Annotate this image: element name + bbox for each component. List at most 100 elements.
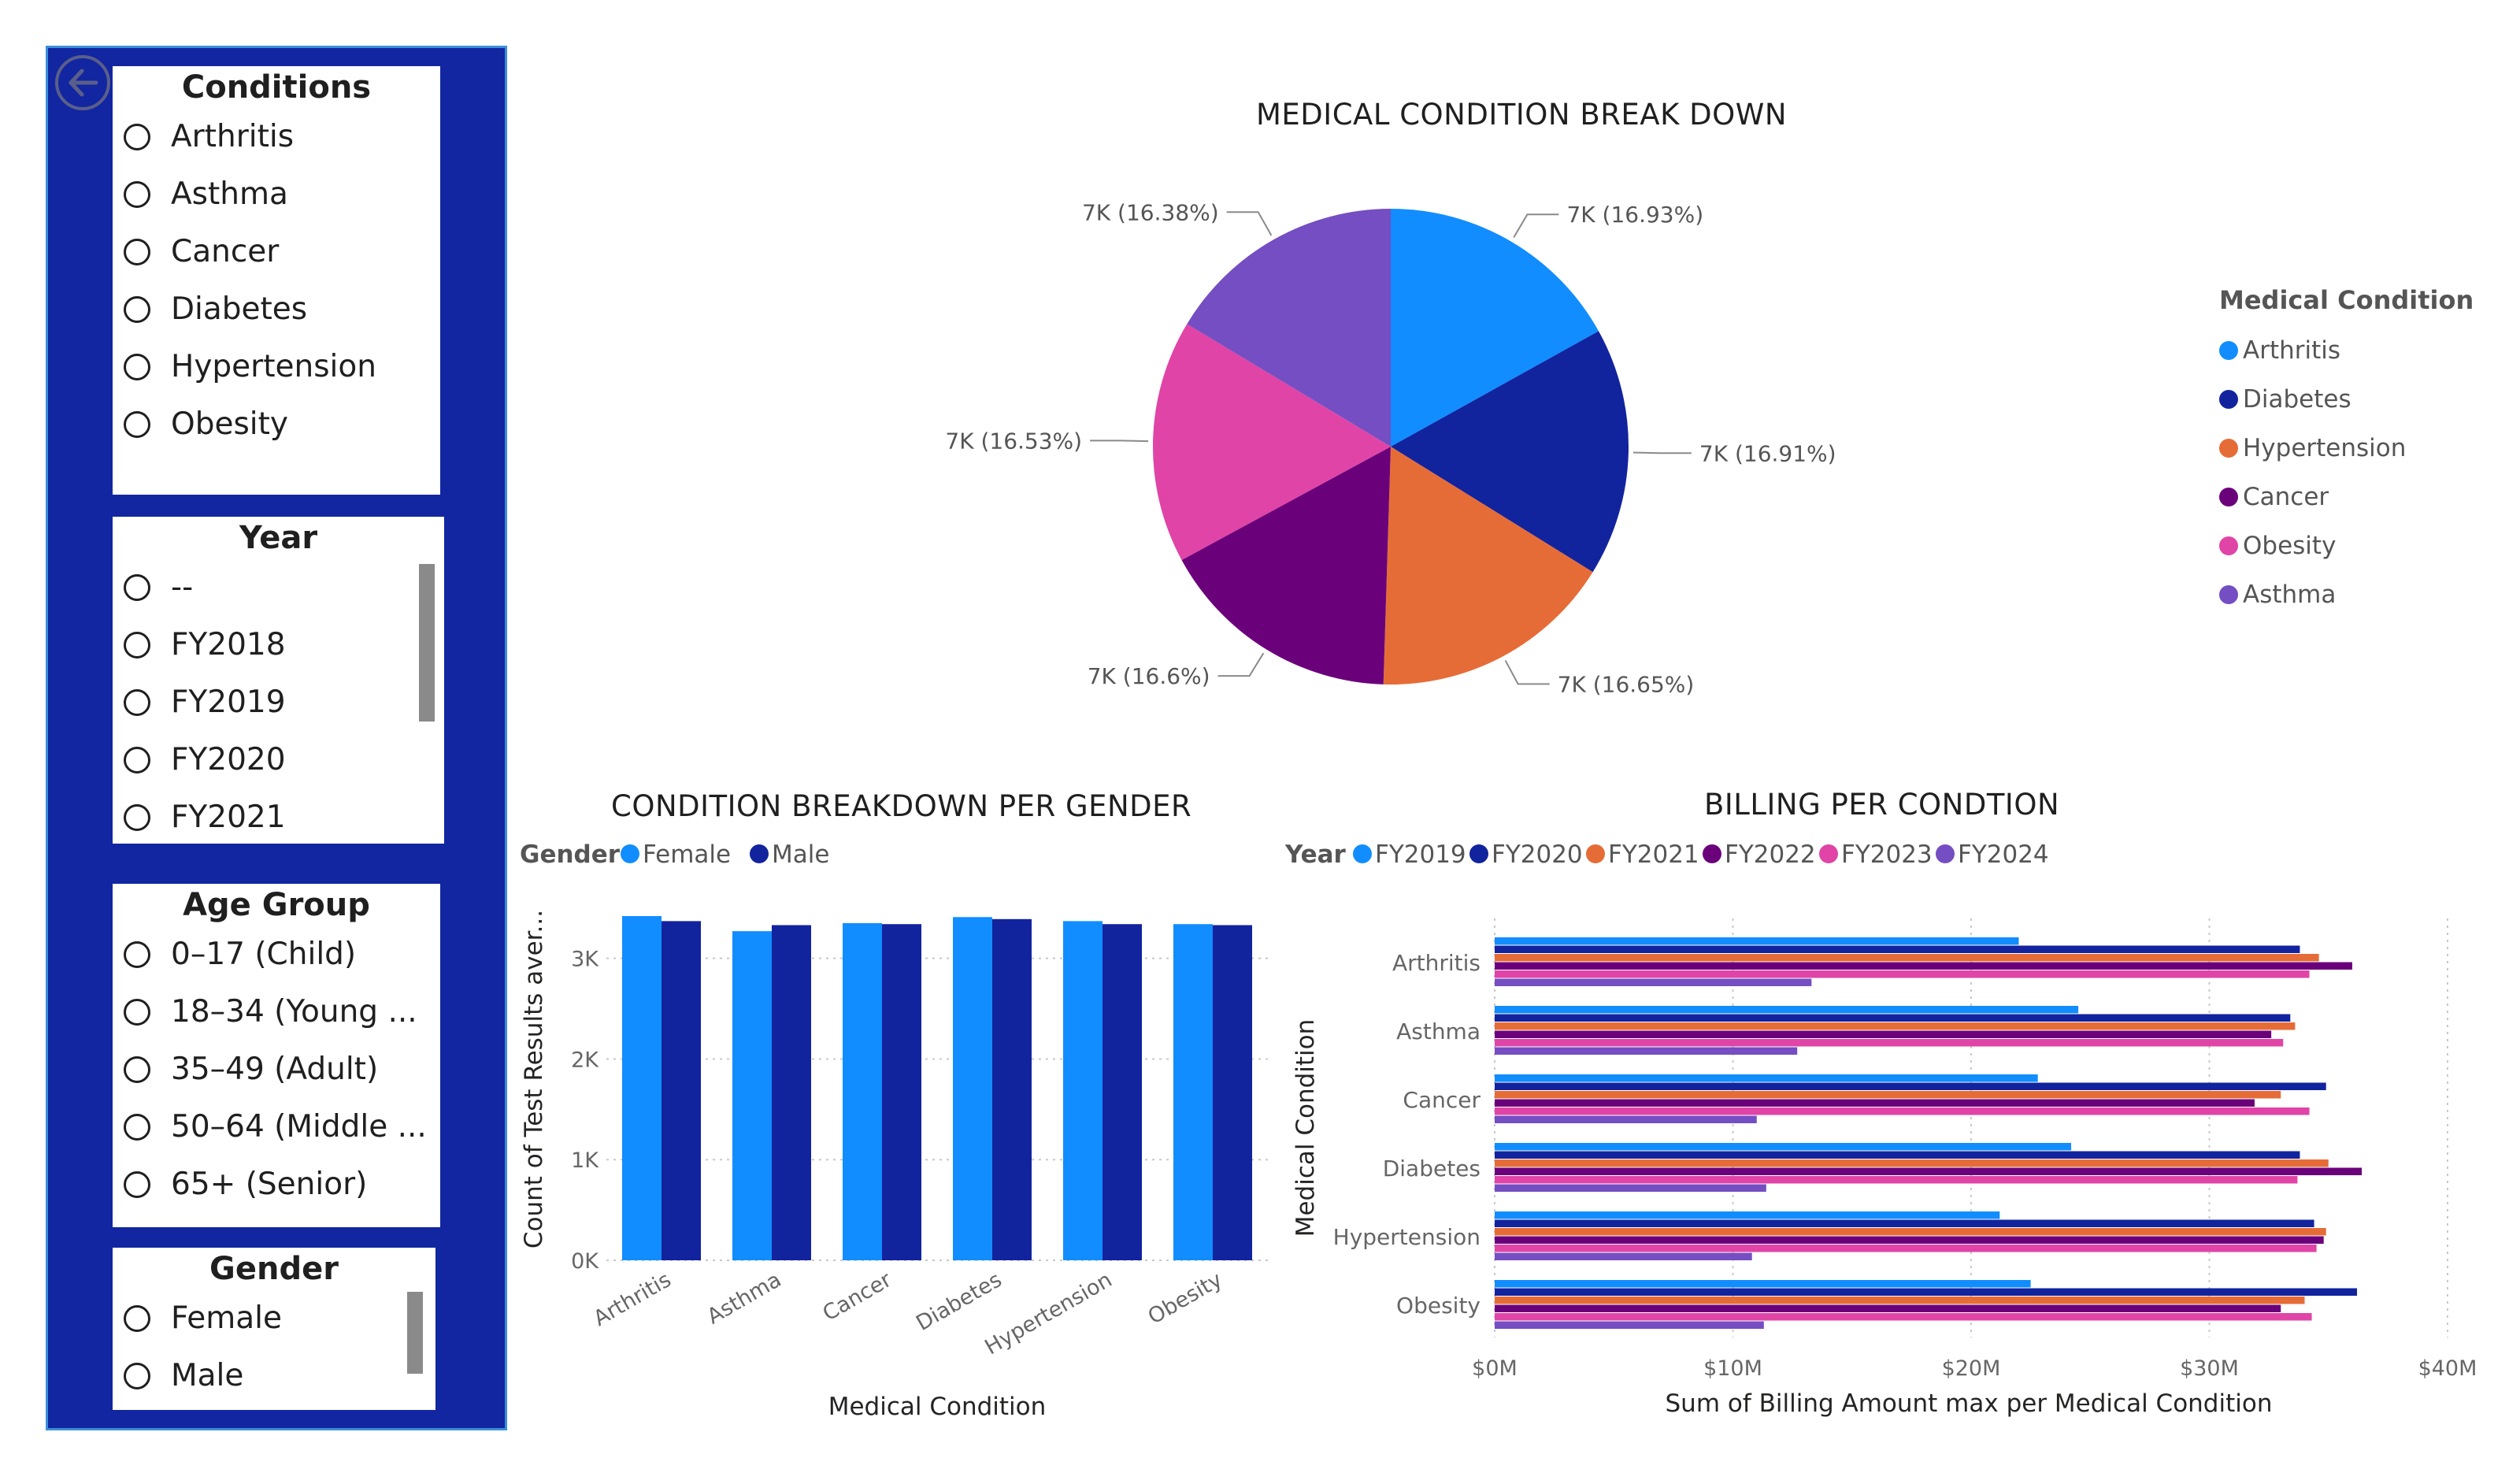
radio-button[interactable] [124, 123, 150, 150]
slicer-item-fy2019[interactable]: FY2019 [113, 673, 444, 731]
bar-diabetes-female[interactable] [953, 917, 992, 1260]
slicer-item-hypertension[interactable]: Hypertension [113, 338, 440, 395]
scrollbar-thumb[interactable] [407, 1292, 423, 1374]
legend-item-asthma[interactable]: Asthma [2219, 570, 2503, 619]
legend-item-diabetes[interactable]: Diabetes [2219, 375, 2503, 424]
bar-obesity-fy2022[interactable] [1495, 1304, 2281, 1313]
bar-asthma-fy2023[interactable] [1495, 1039, 2284, 1047]
slicer-item-male[interactable]: Male [113, 1347, 435, 1404]
slicer-item-adult[interactable]: 35–49 (Adult) [113, 1041, 440, 1098]
bar-cancer-fy2020[interactable] [1495, 1082, 2326, 1091]
slicer-item-fy2020[interactable]: FY2020 [113, 731, 444, 788]
legend-item-cancer[interactable]: Cancer [2219, 473, 2503, 521]
radio-button[interactable] [124, 353, 150, 380]
pie-slice-hypertension[interactable] [1383, 447, 1593, 684]
bar-arthritis-fy2020[interactable] [1495, 945, 2300, 954]
bar-asthma-female[interactable] [732, 931, 772, 1260]
radio-button[interactable] [124, 1113, 150, 1141]
radio-button[interactable] [124, 746, 150, 774]
bar-cancer-male[interactable] [882, 924, 921, 1260]
scrollbar-thumb[interactable] [419, 564, 435, 722]
bar-asthma-fy2024[interactable] [1495, 1047, 1798, 1055]
slicer-item-child[interactable]: 0–17 (Child) [113, 926, 440, 983]
radio-button[interactable] [124, 1055, 150, 1083]
bar-arthritis-fy2022[interactable] [1495, 962, 2352, 970]
slicer-item-arthritis[interactable]: Arthritis [113, 108, 440, 165]
legend-label-fy2023[interactable]: FY2023 [1841, 840, 1933, 869]
legend-label-fy2024[interactable]: FY2024 [1958, 840, 2049, 869]
bar-obesity-fy2023[interactable] [1495, 1313, 2312, 1321]
slicer-item-fy2018[interactable]: FY2018 [113, 616, 444, 673]
pie-slice-arthritis[interactable] [1391, 209, 1599, 447]
radio-button[interactable] [124, 180, 150, 208]
slicer-item-young[interactable]: 18–34 (Young ... [113, 983, 440, 1041]
bar-hypertension-fy2024[interactable] [1495, 1252, 1752, 1261]
bar-asthma-fy2021[interactable] [1495, 1022, 2296, 1030]
legend-item-hypertension[interactable]: Hypertension [2219, 424, 2503, 473]
bar-asthma-fy2022[interactable] [1495, 1030, 2272, 1039]
radio-button[interactable] [124, 688, 150, 716]
bar-diabetes-fy2019[interactable] [1495, 1143, 2072, 1151]
bar-cancer-fy2024[interactable] [1495, 1115, 1757, 1124]
pie-slice-diabetes[interactable] [1391, 331, 1629, 573]
bar-hypertension-male[interactable] [1102, 924, 1142, 1260]
slicer-item-cancer[interactable]: Cancer [113, 223, 440, 280]
bar-hypertension-female[interactable] [1063, 921, 1102, 1260]
slicer-item-female[interactable]: Female [113, 1289, 435, 1347]
radio-button[interactable] [124, 998, 150, 1026]
pie-slice-asthma[interactable] [1187, 209, 1391, 447]
bar-obesity-female[interactable] [1173, 924, 1213, 1260]
bar-arthritis-fy2021[interactable] [1495, 954, 2319, 962]
slicer-item-fy2021[interactable]: FY2021 [113, 788, 444, 844]
back-button[interactable] [55, 55, 110, 110]
bar-arthritis-fy2023[interactable] [1495, 970, 2310, 978]
bar-cancer-female[interactable] [843, 922, 882, 1260]
legend-item-obesity[interactable]: Obesity [2219, 521, 2503, 570]
bar-arthritis-fy2019[interactable] [1495, 937, 2019, 945]
bar-diabetes-male[interactable] [992, 918, 1032, 1260]
legend-item-arthritis[interactable]: Arthritis [2219, 326, 2503, 375]
bar-obesity-fy2021[interactable] [1495, 1297, 2305, 1304]
bar-hypertension-fy2021[interactable] [1495, 1228, 2326, 1236]
slicer-item-obesity[interactable]: Obesity [113, 395, 440, 453]
radio-button[interactable] [124, 1304, 150, 1332]
legend-label-fy2020[interactable]: FY2020 [1492, 840, 1583, 869]
slicer-item-blank[interactable]: -- [113, 558, 444, 616]
bar-cancer-fy2023[interactable] [1495, 1107, 2310, 1115]
bar-arthritis-fy2024[interactable] [1495, 978, 1812, 987]
bar-asthma-male[interactable] [772, 925, 811, 1261]
slicer-item-middle[interactable]: 50–64 (Middle ... [113, 1098, 440, 1156]
legend-label-male[interactable]: Male [772, 840, 829, 869]
bar-hypertension-fy2019[interactable] [1495, 1211, 2000, 1219]
slicer-item-diabetes[interactable]: Diabetes [113, 280, 440, 338]
radio-button[interactable] [124, 940, 150, 968]
bar-diabetes-fy2024[interactable] [1495, 1184, 1766, 1193]
legend-label-fy2021[interactable]: FY2021 [1608, 840, 1699, 869]
bar-hypertension-fy2023[interactable] [1495, 1245, 2317, 1252]
bar-obesity-male[interactable] [1213, 925, 1252, 1261]
bar-obesity-fy2024[interactable] [1495, 1321, 1764, 1330]
bar-arthritis-female[interactable] [622, 916, 662, 1260]
pie-slice-cancer[interactable] [1181, 447, 1391, 684]
bar-asthma-fy2020[interactable] [1495, 1014, 2291, 1022]
radio-button[interactable] [124, 573, 150, 601]
bar-cancer-fy2022[interactable] [1495, 1099, 2255, 1107]
bar-diabetes-fy2023[interactable] [1495, 1176, 2298, 1184]
bar-diabetes-fy2020[interactable] [1495, 1151, 2300, 1159]
radio-button[interactable] [124, 410, 150, 438]
bar-cancer-fy2019[interactable] [1495, 1074, 2038, 1082]
bar-hypertension-fy2020[interactable] [1495, 1219, 2314, 1228]
radio-button[interactable] [124, 1362, 150, 1389]
bar-obesity-fy2019[interactable] [1495, 1280, 2031, 1288]
bar-cancer-fy2021[interactable] [1495, 1091, 2281, 1099]
radio-button[interactable] [124, 238, 150, 265]
bar-asthma-fy2019[interactable] [1495, 1006, 2079, 1014]
radio-button[interactable] [124, 631, 150, 659]
legend-label-female[interactable]: Female [643, 840, 731, 869]
slicer-item-senior[interactable]: 65+ (Senior) [113, 1156, 440, 1213]
bar-hypertension-fy2022[interactable] [1495, 1236, 2324, 1245]
legend-label-fy2022[interactable]: FY2022 [1725, 840, 1816, 869]
bar-diabetes-fy2021[interactable] [1495, 1159, 2329, 1167]
slicer-item-asthma[interactable]: Asthma [113, 165, 440, 223]
pie-slice-obesity[interactable] [1153, 324, 1391, 560]
